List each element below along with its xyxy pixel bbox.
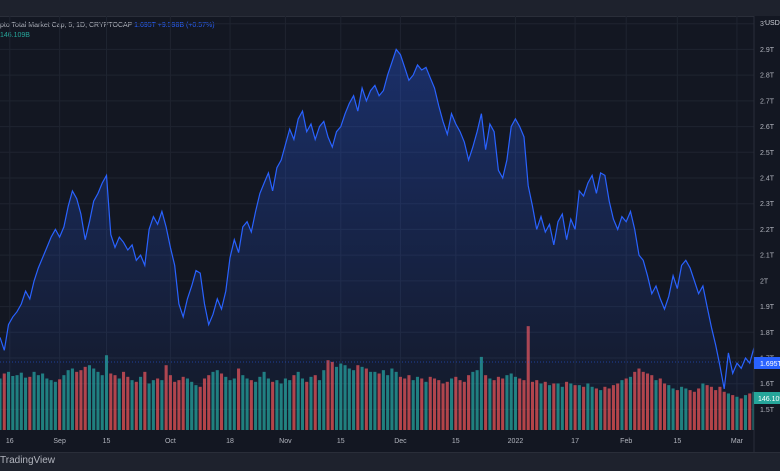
y-tick-label: 2.2T (760, 227, 775, 234)
y-tick-label: 2.1T (760, 253, 775, 260)
volume-label: 146.109B (758, 396, 780, 403)
price-change-percent: (+0.57%) (185, 22, 215, 29)
volume-label-box (754, 392, 780, 404)
volume-value: 146.109B (0, 32, 30, 39)
top-toolbar (0, 0, 780, 17)
y-tick-label: 2.6T (760, 124, 775, 131)
y-tick-label: 2.3T (760, 201, 775, 208)
y-tick-label: 1.8T (760, 330, 775, 337)
bottom-bar (0, 452, 780, 471)
x-tick-label: 15 (673, 438, 681, 445)
volume-legend: 146.109B (0, 32, 30, 39)
currency-label[interactable]: USD (765, 20, 780, 27)
x-tick-label: 17 (571, 438, 579, 445)
time-axis-ticks: 16 Sep 15 Oct 18 Nov 15 Dec 15 2022 17 Feb 15 Mar (6, 438, 744, 445)
y-tick-label: 2.4T (760, 176, 775, 183)
y-tick-label: 1.5T (760, 407, 775, 414)
last-price: 1.695T (134, 22, 156, 29)
x-tick-label: 15 (337, 438, 345, 445)
y-tick-label: 3T (760, 21, 769, 28)
x-tick-label: 15 (452, 438, 460, 445)
y-tick-label: 1.6T (760, 381, 775, 388)
price-axis[interactable] (754, 16, 780, 452)
y-tick-label: 2.9T (760, 47, 775, 54)
y-tick-label: 2.5T (760, 150, 775, 157)
last-price-label: 1.695T (760, 361, 780, 368)
tradingview-brand[interactable]: TradingView (0, 455, 56, 466)
x-tick-label: 15 (103, 438, 111, 445)
symbol-title: pto Total Market Cap, 5, 1D, CRYPTOCAP (0, 22, 133, 29)
x-tick-label: Sep (53, 438, 66, 445)
last-price-label-box (754, 357, 780, 369)
x-tick-label: 18 (226, 438, 234, 445)
y-tick-label: 2.7T (760, 98, 775, 105)
x-tick-label: Mar (731, 438, 744, 445)
x-tick-label: Feb (620, 438, 632, 445)
y-tick-label: 2.8T (760, 73, 775, 80)
x-tick-label: 2022 (508, 438, 524, 445)
x-tick-label: Oct (165, 438, 176, 445)
x-tick-label: Dec (394, 438, 407, 445)
y-tick-label: 1.9T (760, 304, 775, 311)
price-area (0, 49, 780, 431)
x-tick-label: Nov (279, 438, 292, 445)
x-tick-label: 16 (6, 438, 14, 445)
y-tick-label: 2T (760, 278, 769, 285)
price-line (0, 48, 780, 390)
